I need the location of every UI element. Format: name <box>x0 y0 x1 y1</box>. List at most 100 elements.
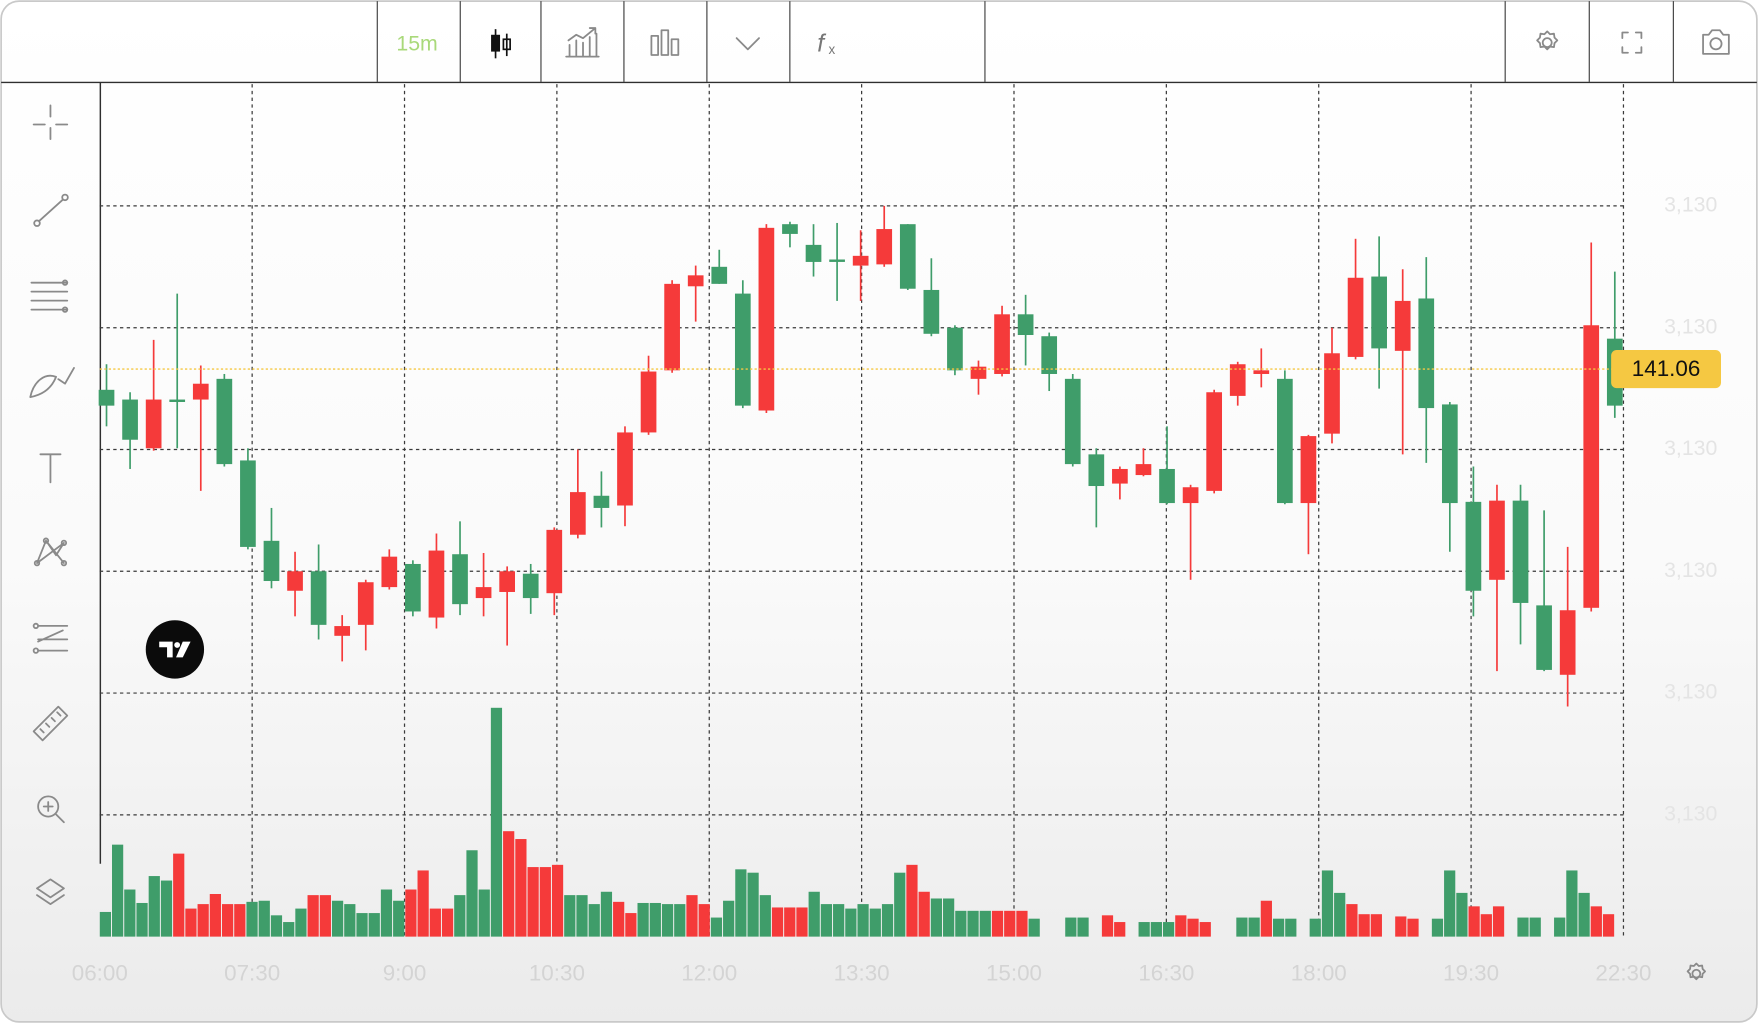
volume-bar <box>1407 918 1419 937</box>
crosshair-tool[interactable] <box>32 104 69 140</box>
candle-body <box>876 229 893 265</box>
candle-body <box>852 255 869 266</box>
candle-body <box>452 554 468 605</box>
candle-body <box>1394 300 1411 351</box>
more-button[interactable] <box>735 37 760 51</box>
indicators-button[interactable]: f x <box>817 30 835 57</box>
candle-body <box>145 399 162 449</box>
volume-bar <box>600 891 613 937</box>
volume-bar <box>1602 914 1615 937</box>
candle-body <box>1182 487 1199 504</box>
candle-body <box>357 582 374 625</box>
svg-text:f: f <box>817 30 826 57</box>
candle-body <box>1347 277 1364 357</box>
volume-bar <box>1358 914 1370 937</box>
volume-bar <box>270 915 283 937</box>
settings-button[interactable] <box>1536 30 1559 51</box>
volume-bar <box>454 895 466 937</box>
x-tick-label: 15:00 <box>986 961 1042 986</box>
screenshot-button[interactable] <box>1702 29 1730 55</box>
volume-bar <box>527 867 539 937</box>
text-tool[interactable] <box>39 453 62 484</box>
volume-bar <box>173 853 185 937</box>
volume-bar <box>1114 922 1126 937</box>
volume-bar <box>515 839 527 937</box>
fullscreen-button[interactable] <box>1621 31 1643 54</box>
candle-body <box>475 587 492 599</box>
fib-tool[interactable] <box>30 279 69 313</box>
volume-bar <box>1101 915 1114 937</box>
y-tick-label: 3,130 <box>1664 558 1717 582</box>
volume-bar <box>943 898 955 937</box>
pattern-tool[interactable] <box>33 537 68 567</box>
volume-bar <box>625 913 637 937</box>
candle-body <box>1583 325 1600 608</box>
volume-bar <box>1138 922 1150 937</box>
volume-bar <box>1554 917 1566 937</box>
x-tick-label: 22:30 <box>1595 961 1651 986</box>
candle-body <box>1041 336 1058 374</box>
volume-bar <box>441 908 454 937</box>
volume-bar <box>771 907 784 937</box>
candle-body <box>593 495 610 508</box>
volume-bar <box>1468 906 1480 937</box>
candle-body <box>499 571 515 592</box>
interval-button[interactable]: 15m <box>396 31 437 55</box>
zoom-tool[interactable] <box>37 795 65 824</box>
volume-bar <box>331 900 344 937</box>
volume-bar <box>124 889 136 937</box>
volume-bar <box>234 904 246 937</box>
volume-bar <box>1309 918 1321 937</box>
candle-body <box>1512 500 1529 603</box>
candle-body <box>546 529 563 594</box>
volume-bar <box>148 876 160 937</box>
logo <box>145 620 205 679</box>
candle-body <box>829 259 845 262</box>
volume-bar <box>820 904 833 937</box>
volume-bar <box>99 911 111 937</box>
candle-body <box>381 556 398 588</box>
candle-body <box>1441 404 1458 504</box>
bar-chart-button[interactable] <box>650 29 680 56</box>
volume-bar <box>136 902 148 937</box>
volume-bar <box>1028 918 1040 937</box>
volume-bar <box>356 913 368 937</box>
volume-bar <box>845 908 857 937</box>
area-chart-button[interactable] <box>565 27 600 58</box>
volume-bar <box>1444 870 1456 937</box>
candle-body <box>192 383 209 400</box>
volume-bar <box>686 895 698 937</box>
candle-body <box>805 244 822 262</box>
volume-bar <box>723 900 735 937</box>
forecast-tool[interactable] <box>32 622 69 654</box>
volume-bar <box>857 904 869 937</box>
volume-bar <box>417 870 429 937</box>
current-price-badge <box>1611 350 1722 389</box>
layers-tool[interactable] <box>36 878 65 905</box>
candle-body <box>1159 468 1175 504</box>
volume-bar <box>429 908 441 937</box>
candle-body <box>334 626 351 636</box>
candles-button[interactable] <box>491 29 511 59</box>
volume-bar <box>1590 906 1602 937</box>
volume-bar <box>1175 915 1187 937</box>
volume-bar <box>564 895 576 937</box>
volume-bar <box>1529 917 1541 937</box>
volume-bar <box>588 904 600 937</box>
y-tick-label: 3,130 <box>1664 436 1717 460</box>
axis-settings-button[interactable] <box>1686 962 1706 981</box>
measure-tool[interactable] <box>32 705 69 742</box>
brush-tool[interactable] <box>29 367 75 398</box>
volume-bar <box>503 831 515 937</box>
volume-bar <box>930 898 943 937</box>
volume-bar <box>1150 922 1162 937</box>
x-tick-label: 10:30 <box>529 961 585 986</box>
x-tick-label: 16:30 <box>1138 961 1194 986</box>
candle-body <box>1135 464 1152 476</box>
candle-body <box>1253 370 1270 374</box>
volume-bar <box>1260 900 1272 937</box>
trend-line-tool[interactable] <box>33 193 69 227</box>
candles <box>98 205 1623 707</box>
candle-body <box>310 571 327 625</box>
